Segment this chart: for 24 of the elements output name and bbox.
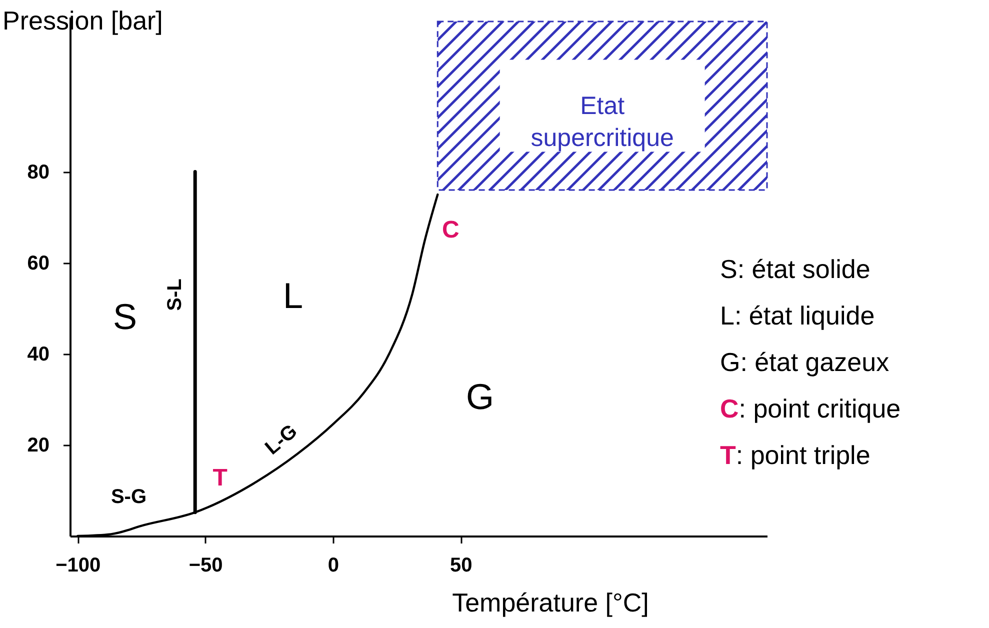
annotation: C: point critique <box>720 394 901 424</box>
band-label: Etat supercritique <box>530 92 674 152</box>
annotation: S-G <box>110 486 147 508</box>
x-tick-label: −100 <box>56 554 101 576</box>
annotation: T: point triple <box>720 440 870 470</box>
x-tick-label: 0 <box>328 554 340 576</box>
y-tick-label: 40 <box>27 343 50 366</box>
annotation: G <box>466 376 494 417</box>
annotation: C <box>442 216 460 244</box>
annotation: L <box>282 275 304 316</box>
annotation: L-G <box>261 420 302 460</box>
y-tick-label: 20 <box>27 434 50 456</box>
annotation: G: état gazeux <box>720 347 890 377</box>
annotation: L: état liquide <box>720 300 875 330</box>
y-tick-label: 60 <box>27 252 50 274</box>
y-axis-title: Pression [bar] <box>2 6 163 36</box>
y-tick-label: 80 <box>27 161 50 184</box>
annotation: S-L <box>164 278 186 311</box>
x-tick-label: 50 <box>450 554 472 576</box>
x-tick-label: −50 <box>188 554 223 576</box>
annotation: S: état solide <box>720 254 870 284</box>
annotation: T <box>212 464 228 492</box>
annotation: S <box>112 296 138 337</box>
x-axis-title: Température [°C] <box>452 588 649 618</box>
